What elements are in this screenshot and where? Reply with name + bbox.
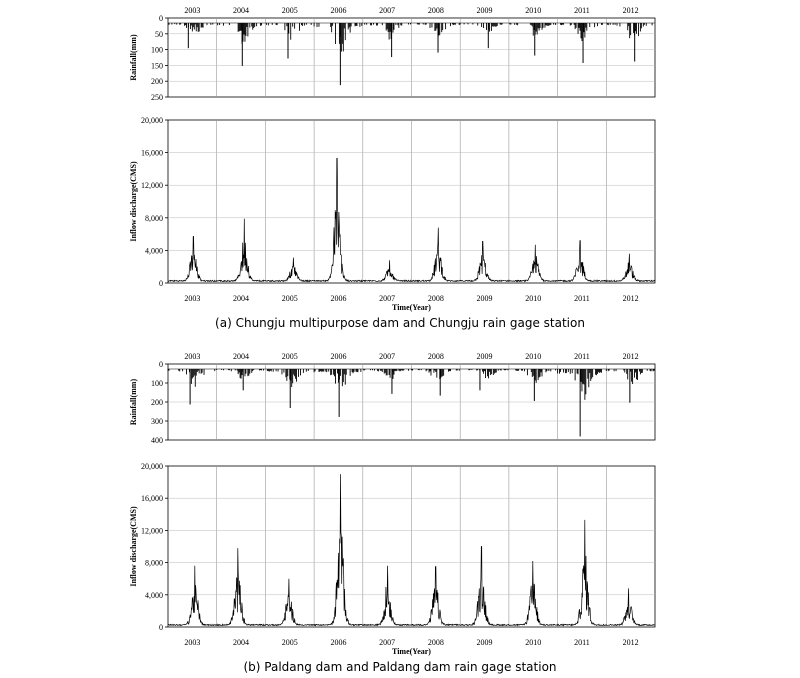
a-flow-ytick-label: 8,000 xyxy=(145,214,163,223)
a-flow-year-label: 2003 xyxy=(184,294,200,303)
b-flow-year-label: 2010 xyxy=(525,638,541,647)
a-flow-inflow-line xyxy=(167,157,655,283)
a-flow-year-label: 2007 xyxy=(379,294,395,303)
a-flow-year-label: 2008 xyxy=(428,294,444,303)
a-flow-ytick-label: 4,000 xyxy=(145,246,163,255)
b-rain-year-label: 2005 xyxy=(282,352,298,361)
b-flow-ylabel: Inflow discharge(CMS) xyxy=(129,506,138,587)
a-rain-ytick-label: 150 xyxy=(151,61,163,70)
b-rain-ytick-label: 400 xyxy=(151,436,163,445)
b-flow-ytick-label: 16,000 xyxy=(141,494,163,503)
caption-b: (b) Paldang dam and Paldang dam rain gag… xyxy=(243,660,557,674)
b-rain-year-label: 2006 xyxy=(330,352,346,361)
b-rain-ytick-label: 0 xyxy=(159,360,163,369)
b-flow-year-label: 2006 xyxy=(330,638,346,647)
a-rain-ytick-label: 200 xyxy=(151,77,163,86)
rainfall-chart-b: 2003 2004 2005 2006 2007 2008 2009 2010 2011 2012… xyxy=(129,352,656,445)
a-flow-year-label: 2004 xyxy=(233,294,249,303)
a-rain-year-label: 2006 xyxy=(330,6,346,15)
b-rain-year-label: 2012 xyxy=(623,352,639,361)
b-rain-ytick-label: 200 xyxy=(151,398,163,407)
a-rain-ytick-label: 100 xyxy=(151,46,163,55)
a-flow-year-label: 2011 xyxy=(574,294,590,303)
b-rain-year-label: 2007 xyxy=(379,352,395,361)
a-rain-year-label: 2010 xyxy=(525,6,541,15)
b-flow-year-label: 2005 xyxy=(282,638,298,647)
a-rain-year-label: 2005 xyxy=(282,6,298,15)
b-flow-ytick-label: 4,000 xyxy=(145,591,163,600)
b-flow-ytick-label: 0 xyxy=(159,623,163,632)
b-flow-ytick-label: 12,000 xyxy=(141,526,163,535)
a-flow-ylabel: Inflow discharge(CMS) xyxy=(129,161,138,242)
rainfall-chart-a: 2003 2004 2005 2006 2007 2008 2009 2010 2011 2012… xyxy=(129,6,656,102)
b-rain-year-label: 2011 xyxy=(574,352,590,361)
a-rain-year-label: 2009 xyxy=(477,6,493,15)
caption-a: (a) Chungju multipurpose dam and Chungju… xyxy=(215,316,585,330)
a-rain-ylabel: Rainfall(mm) xyxy=(129,34,138,81)
a-rain-year-label: 2008 xyxy=(428,6,444,15)
a-rain-year-label: 2012 xyxy=(623,6,639,15)
a-rain-ytick-label: 0 xyxy=(159,14,163,23)
a-flow-year-label: 2012 xyxy=(623,294,639,303)
a-rain-year-label: 2004 xyxy=(233,6,249,15)
a-flow-ytick-label: 12,000 xyxy=(141,181,163,190)
b-flow-year-label: 2004 xyxy=(233,638,249,647)
b-rain-ytick-label: 300 xyxy=(151,417,163,426)
b-flow-year-label: 2003 xyxy=(184,638,200,647)
b-rain-year-label: 2004 xyxy=(233,352,249,361)
b-rain-ytick-label: 100 xyxy=(151,379,163,388)
inflow-chart-a: 0 4,000 8,000 12,000 16,000 20,000 Inflow disc… xyxy=(129,116,656,312)
b-flow-ytick-label: 8,000 xyxy=(145,559,163,568)
a-flow-year-label: 2006 xyxy=(330,294,346,303)
b-rain-ylabel: Rainfall(mm) xyxy=(129,379,138,426)
a-flow-ytick-label: 16,000 xyxy=(141,149,163,158)
inflow-chart-b: 0 4,000 8,000 12,000 16,000 20,000 Inflow disc… xyxy=(129,462,656,656)
b-rain-year-label: 2008 xyxy=(428,352,444,361)
b-rain-year-label: 2003 xyxy=(184,352,200,361)
a-flow-ytick-label: 20,000 xyxy=(141,116,163,125)
b-flow-xlabel: Time(Year) xyxy=(392,647,431,656)
b-flow-year-label: 2012 xyxy=(623,638,639,647)
b-rain-year-label: 2009 xyxy=(477,352,493,361)
a-rain-year-label: 2011 xyxy=(574,6,590,15)
a-rain-ytick-label: 50 xyxy=(155,30,163,39)
b-flow-year-label: 2009 xyxy=(477,638,493,647)
a-rain-year-label: 2007 xyxy=(379,6,395,15)
a-flow-ytick-label: 0 xyxy=(159,279,163,288)
b-rain-year-label: 2010 xyxy=(525,352,541,361)
b-flow-inflow-line xyxy=(167,474,655,627)
b-flow-year-label: 2011 xyxy=(574,638,590,647)
a-flow-year-label: 2005 xyxy=(282,294,298,303)
b-flow-year-label: 2007 xyxy=(379,638,395,647)
a-flow-xlabel: Time(Year) xyxy=(392,303,431,312)
a-rain-ytick-label: 250 xyxy=(151,93,163,102)
a-flow-year-label: 2009 xyxy=(477,294,493,303)
b-flow-ytick-label: 20,000 xyxy=(141,462,163,471)
b-flow-year-label: 2008 xyxy=(428,638,444,647)
a-flow-year-label: 2010 xyxy=(525,294,541,303)
a-rain-year-label: 2003 xyxy=(184,6,200,15)
